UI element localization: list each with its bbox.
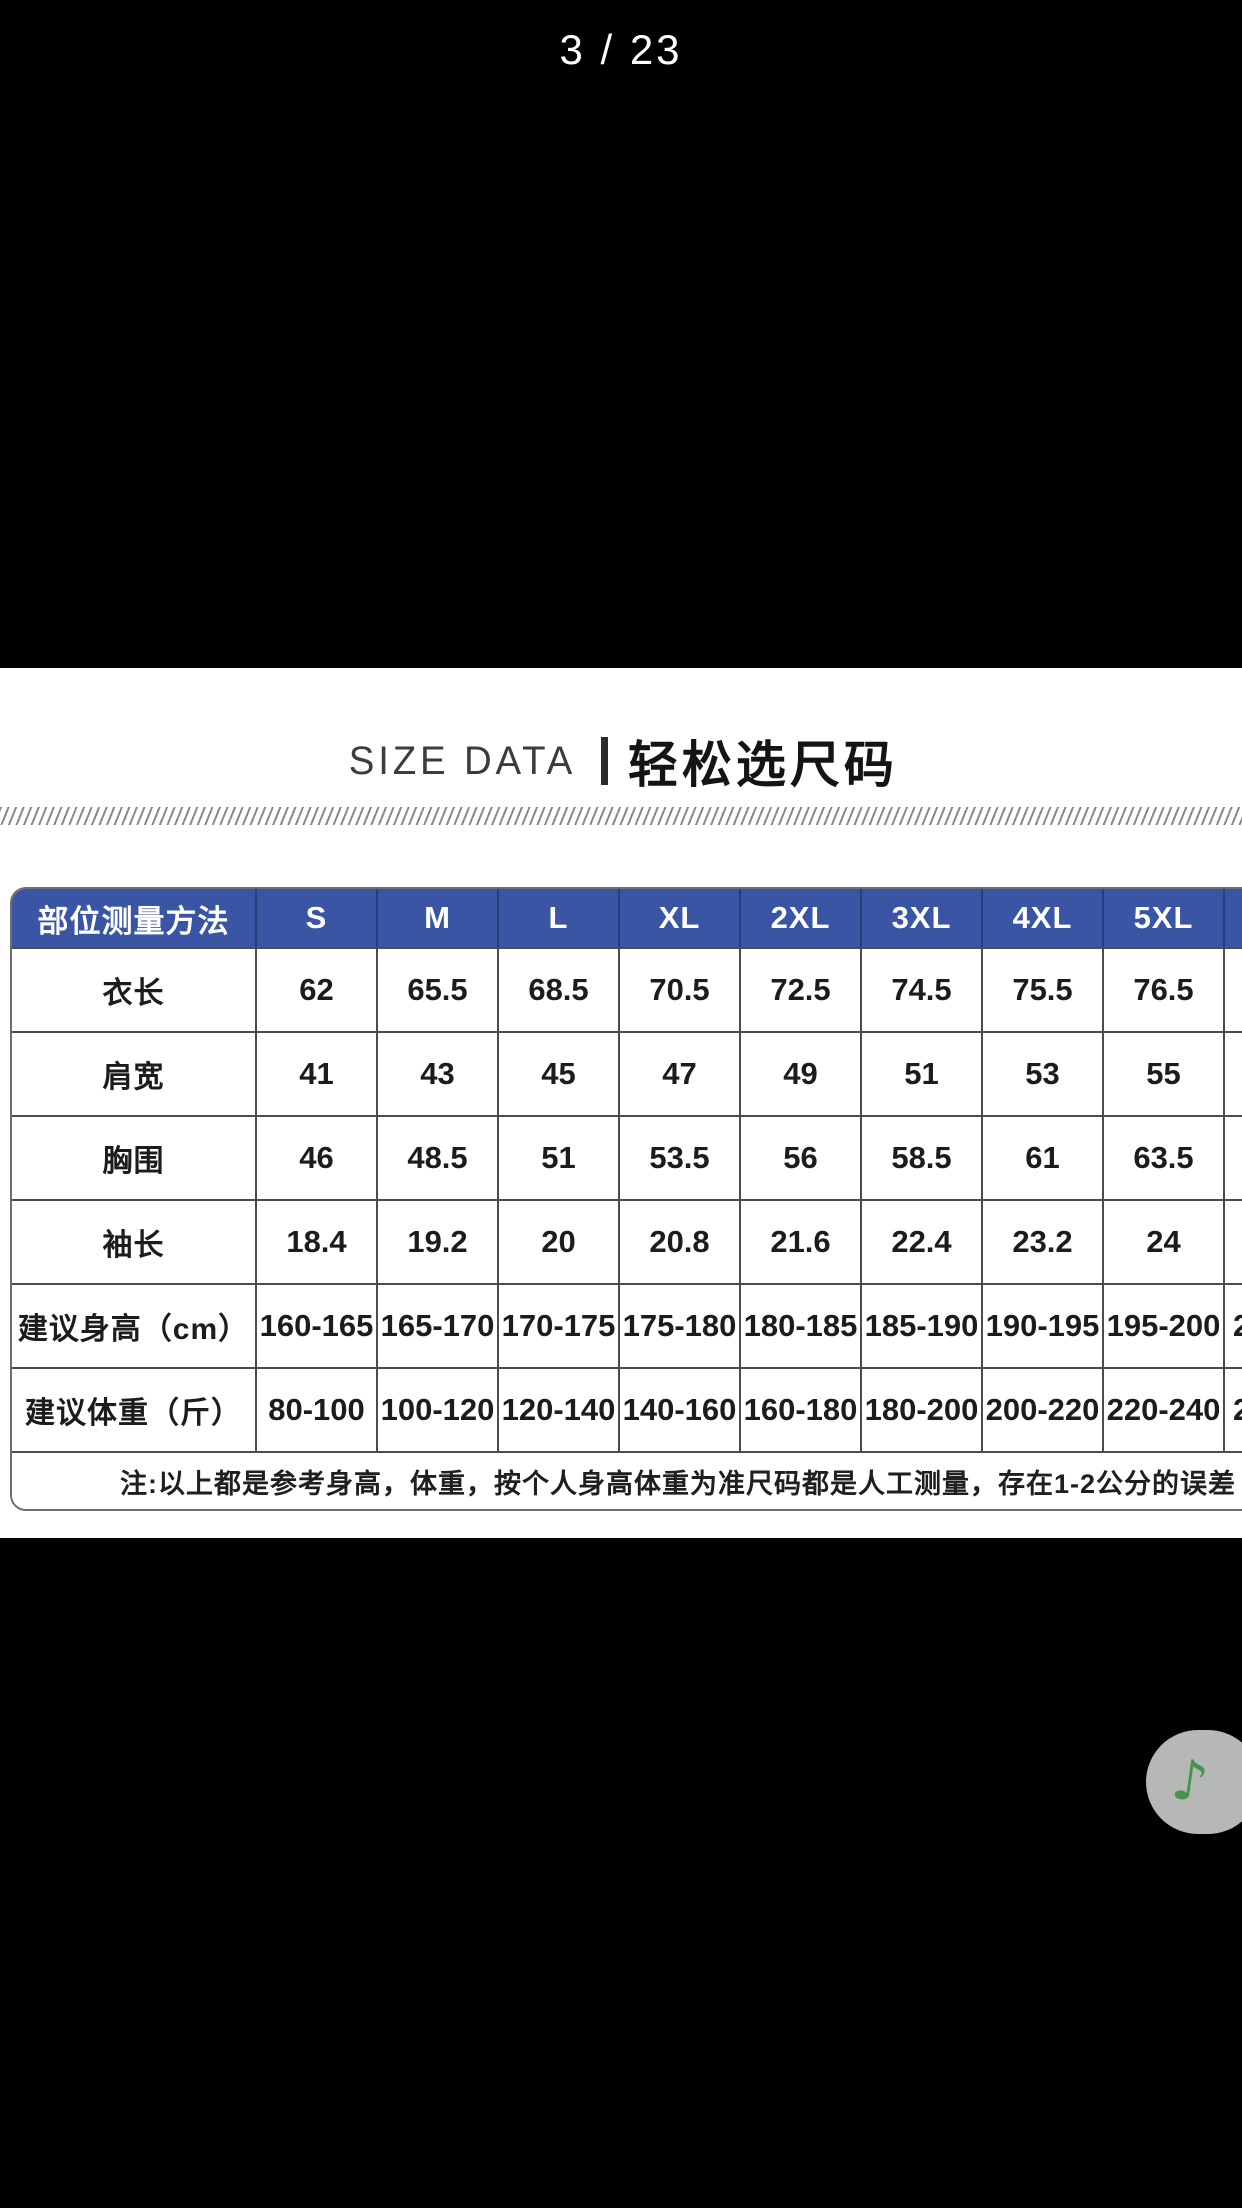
- table-cell: 20: [1223, 1283, 1242, 1367]
- table-cell: 160-180: [739, 1367, 860, 1451]
- table-cell: 56: [739, 1115, 860, 1199]
- size-section-title: SIZE DATA 轻松选尺码: [0, 726, 1242, 796]
- table-cell: 45: [497, 1031, 618, 1115]
- table-cell: 51: [497, 1115, 618, 1199]
- title-english: SIZE DATA: [348, 738, 577, 783]
- row-label: 建议体重（斤）: [12, 1367, 255, 1451]
- header-cell-label: 部位测量方法: [12, 889, 255, 947]
- table-cell: 74.5: [860, 947, 981, 1031]
- table-cell: 47: [618, 1031, 739, 1115]
- row-label: 袖长: [12, 1199, 255, 1283]
- table-cell: 180-200: [860, 1367, 981, 1451]
- table-cell: 62: [255, 947, 376, 1031]
- row-label: 衣长: [12, 947, 255, 1031]
- table-cell: 41: [255, 1031, 376, 1115]
- header-cell-size: 3XL: [860, 889, 981, 947]
- table-cell: 175-180: [618, 1283, 739, 1367]
- table-cell: 170-175: [497, 1283, 618, 1367]
- table-cell: [1223, 1115, 1242, 1199]
- carousel-page-indicator: 3 / 23: [559, 26, 683, 73]
- table-cell: 58.5: [860, 1115, 981, 1199]
- header-cell-size: 5XL: [1102, 889, 1223, 947]
- table-cell: 22.4: [860, 1199, 981, 1283]
- header-cell-size: 4XL: [981, 889, 1102, 947]
- header-cell-size: XL: [618, 889, 739, 947]
- table-cell: 75.5: [981, 947, 1102, 1031]
- table-cell: 220-240: [1102, 1367, 1223, 1451]
- table-note: 注:以上都是参考身高，体重，按个人身高体重为准尺码都是人工测量，存在1-2公分的…: [12, 1451, 1242, 1509]
- table-cell: 70.5: [618, 947, 739, 1031]
- table-cell: 53.5: [618, 1115, 739, 1199]
- header-cell-size: [1223, 889, 1242, 947]
- table-cell: [1223, 947, 1242, 1031]
- table-cell: 48.5: [376, 1115, 497, 1199]
- table-cell: [1223, 1199, 1242, 1283]
- title-divider-bar: [600, 737, 608, 785]
- table-cell: 51: [860, 1031, 981, 1115]
- hatch-divider: [0, 807, 1242, 825]
- music-button[interactable]: ♪: [1146, 1730, 1242, 1834]
- table-cell: 185-190: [860, 1283, 981, 1367]
- table-cell: 100-120: [376, 1367, 497, 1451]
- table-cell: 19.2: [376, 1199, 497, 1283]
- table-cell: 180-185: [739, 1283, 860, 1367]
- row-label: 肩宽: [12, 1031, 255, 1115]
- table-cell: 72.5: [739, 947, 860, 1031]
- table-cell: 195-200: [1102, 1283, 1223, 1367]
- table-cell: 160-165: [255, 1283, 376, 1367]
- table-cell: 23.2: [981, 1199, 1102, 1283]
- music-note-icon: ♪: [1167, 1746, 1213, 1817]
- table-cell: 43: [376, 1031, 497, 1115]
- table-cell: 55: [1102, 1031, 1223, 1115]
- table-cell: 140-160: [618, 1367, 739, 1451]
- table-cell: 80-100: [255, 1367, 376, 1451]
- table-cell: 20: [497, 1199, 618, 1283]
- table-cell: 53: [981, 1031, 1102, 1115]
- table-cell: 200-220: [981, 1367, 1102, 1451]
- header-cell-size: 2XL: [739, 889, 860, 947]
- table-cell: 21.6: [739, 1199, 860, 1283]
- title-chinese: 轻松选尺码: [627, 737, 898, 793]
- table-cell: 120-140: [497, 1367, 618, 1451]
- size-data-section: SIZE DATA 轻松选尺码 部位测量方法 S M L XL 2XL 3XL 4XL 5XL 衣…: [0, 668, 1242, 1538]
- table-cell: 20.8: [618, 1199, 739, 1283]
- table-cell: 24: [1223, 1367, 1242, 1451]
- header-cell-size: M: [376, 889, 497, 947]
- table-cell: 68.5: [497, 947, 618, 1031]
- product-image-slide[interactable]: [0, 0, 1242, 668]
- header-cell-size: L: [497, 889, 618, 947]
- table-cell: [1223, 1031, 1242, 1115]
- table-cell: 46: [255, 1115, 376, 1199]
- table-cell: 65.5: [376, 947, 497, 1031]
- row-label: 建议身高（cm）: [12, 1283, 255, 1367]
- table-cell: 165-170: [376, 1283, 497, 1367]
- table-cell: 18.4: [255, 1199, 376, 1283]
- table-cell: 190-195: [981, 1283, 1102, 1367]
- table-cell: 49: [739, 1031, 860, 1115]
- table-cell: 76.5: [1102, 947, 1223, 1031]
- table-cell: 61: [981, 1115, 1102, 1199]
- bottom-black-area: [0, 1538, 1242, 2208]
- header-cell-size: S: [255, 889, 376, 947]
- table-cell: 24: [1102, 1199, 1223, 1283]
- size-table: 部位测量方法 S M L XL 2XL 3XL 4XL 5XL 衣长 62 65.5 68.5 70.5 7…: [10, 887, 1242, 1511]
- row-label: 胸围: [12, 1115, 255, 1199]
- table-cell: 63.5: [1102, 1115, 1223, 1199]
